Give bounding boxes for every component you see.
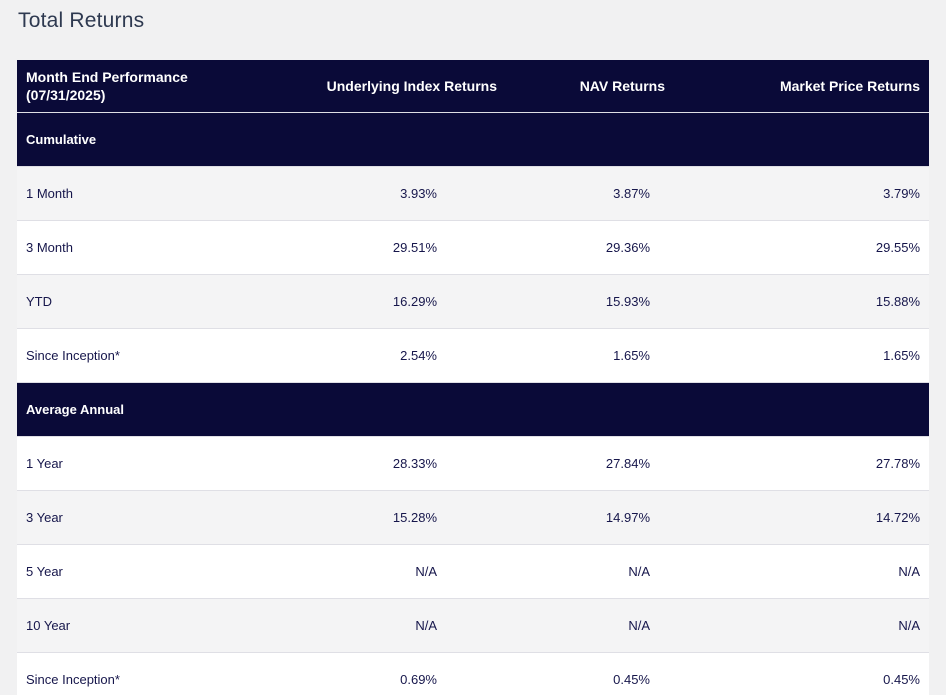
column-header-market-price-returns: Market Price Returns <box>674 60 929 113</box>
table-row: 1 Month 3.93% 3.87% 3.79% <box>17 166 929 221</box>
cell-underlying-index-return: 16.29% <box>297 274 506 329</box>
column-header-nav-returns: NAV Returns <box>506 60 674 113</box>
row-label: 3 Month <box>17 220 297 275</box>
cell-nav-return: 14.97% <box>506 490 674 545</box>
cell-underlying-index-return: 0.69% <box>297 652 506 695</box>
cell-underlying-index-return: 29.51% <box>297 220 506 275</box>
cell-market-price-return: 1.65% <box>674 328 929 383</box>
column-header-underlying-index-returns: Underlying Index Returns <box>297 60 506 113</box>
section-label: Cumulative <box>17 112 929 167</box>
table-header: Month End Performance (07/31/2025) Under… <box>17 60 929 113</box>
row-label: 3 Year <box>17 490 297 545</box>
table-row: Since Inception* 2.54% 1.65% 1.65% <box>17 328 929 383</box>
cell-nav-return: 29.36% <box>506 220 674 275</box>
row-label: 10 Year <box>17 598 297 653</box>
row-label: Since Inception* <box>17 328 297 383</box>
table-row: 1 Year 28.33% 27.84% 27.78% <box>17 436 929 491</box>
table-row: 3 Month 29.51% 29.36% 29.55% <box>17 220 929 275</box>
cell-underlying-index-return: 28.33% <box>297 436 506 491</box>
table-row: YTD 16.29% 15.93% 15.88% <box>17 274 929 329</box>
table-body: Cumulative 1 Month 3.93% 3.87% 3.79% 3 Month 2… <box>17 112 929 695</box>
cell-nav-return: N/A <box>506 598 674 653</box>
cell-underlying-index-return: 2.54% <box>297 328 506 383</box>
table-row: 10 Year N/A N/A N/A <box>17 598 929 653</box>
cell-market-price-return: 0.45% <box>674 652 929 695</box>
section-label: Average Annual <box>17 382 929 437</box>
row-label: 1 Month <box>17 166 297 221</box>
cell-market-price-return: 15.88% <box>674 274 929 329</box>
cell-underlying-index-return: N/A <box>297 598 506 653</box>
row-label: 5 Year <box>17 544 297 599</box>
column-header-month-end-performance: Month End Performance (07/31/2025) <box>17 60 297 113</box>
cell-market-price-return: 3.79% <box>674 166 929 221</box>
table-row: Since Inception* 0.69% 0.45% 0.45% <box>17 652 929 695</box>
cell-nav-return: 0.45% <box>506 652 674 695</box>
cell-market-price-return: 27.78% <box>674 436 929 491</box>
cell-nav-return: N/A <box>506 544 674 599</box>
table-row: 3 Year 15.28% 14.97% 14.72% <box>17 490 929 545</box>
section-row: Average Annual <box>17 382 929 437</box>
cell-underlying-index-return: N/A <box>297 544 506 599</box>
cell-market-price-return: 29.55% <box>674 220 929 275</box>
table-row: 5 Year N/A N/A N/A <box>17 544 929 599</box>
cell-market-price-return: N/A <box>674 544 929 599</box>
row-label: 1 Year <box>17 436 297 491</box>
cell-underlying-index-return: 3.93% <box>297 166 506 221</box>
header-row: Month End Performance (07/31/2025) Under… <box>17 60 929 113</box>
total-returns-table: Month End Performance (07/31/2025) Under… <box>17 60 929 695</box>
page-title: Total Returns <box>18 9 145 32</box>
section-row: Cumulative <box>17 112 929 167</box>
cell-nav-return: 1.65% <box>506 328 674 383</box>
returns-table-container: Month End Performance (07/31/2025) Under… <box>17 60 929 695</box>
row-label: YTD <box>17 274 297 329</box>
cell-market-price-return: N/A <box>674 598 929 653</box>
cell-nav-return: 27.84% <box>506 436 674 491</box>
row-label: Since Inception* <box>17 652 297 695</box>
cell-market-price-return: 14.72% <box>674 490 929 545</box>
cell-nav-return: 15.93% <box>506 274 674 329</box>
cell-underlying-index-return: 15.28% <box>297 490 506 545</box>
cell-nav-return: 3.87% <box>506 166 674 221</box>
